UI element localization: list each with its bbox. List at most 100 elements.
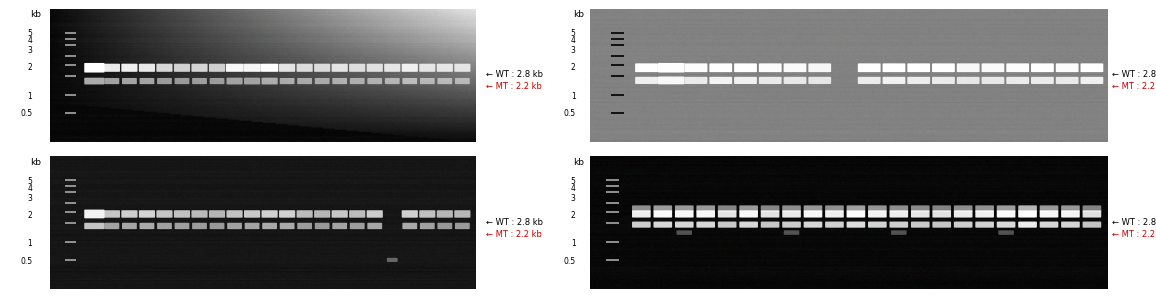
FancyBboxPatch shape: [734, 77, 757, 84]
FancyBboxPatch shape: [314, 64, 331, 72]
Bar: [65, 94, 76, 96]
FancyBboxPatch shape: [227, 78, 243, 84]
FancyBboxPatch shape: [157, 223, 172, 229]
FancyBboxPatch shape: [209, 78, 224, 84]
Bar: [65, 185, 76, 187]
FancyBboxPatch shape: [123, 223, 136, 229]
Text: ← MT : 2.2 kb: ← MT : 2.2 kb: [486, 82, 541, 91]
Text: 2: 2: [571, 63, 576, 72]
FancyBboxPatch shape: [366, 210, 383, 218]
FancyBboxPatch shape: [454, 210, 470, 218]
Bar: [606, 185, 620, 187]
FancyBboxPatch shape: [957, 63, 979, 72]
FancyBboxPatch shape: [192, 210, 208, 218]
FancyBboxPatch shape: [684, 77, 707, 84]
FancyBboxPatch shape: [696, 205, 716, 212]
Bar: [606, 191, 620, 193]
FancyBboxPatch shape: [156, 210, 172, 218]
Text: 3: 3: [571, 46, 576, 55]
FancyBboxPatch shape: [784, 63, 807, 72]
FancyBboxPatch shape: [825, 210, 844, 218]
FancyBboxPatch shape: [1039, 205, 1059, 212]
FancyBboxPatch shape: [907, 77, 931, 84]
FancyBboxPatch shape: [140, 223, 155, 229]
FancyBboxPatch shape: [437, 78, 452, 84]
FancyBboxPatch shape: [1031, 77, 1054, 84]
FancyBboxPatch shape: [332, 64, 348, 72]
FancyBboxPatch shape: [718, 210, 736, 218]
FancyBboxPatch shape: [740, 210, 758, 218]
Bar: [610, 75, 624, 77]
FancyBboxPatch shape: [825, 222, 844, 228]
FancyBboxPatch shape: [957, 77, 979, 84]
FancyBboxPatch shape: [139, 210, 155, 218]
FancyBboxPatch shape: [761, 222, 779, 228]
FancyBboxPatch shape: [933, 210, 951, 218]
FancyBboxPatch shape: [1081, 63, 1103, 72]
FancyBboxPatch shape: [173, 64, 190, 72]
Text: 1: 1: [28, 239, 32, 248]
FancyBboxPatch shape: [996, 205, 1015, 212]
FancyBboxPatch shape: [932, 63, 955, 72]
FancyBboxPatch shape: [996, 222, 1015, 228]
FancyBboxPatch shape: [858, 77, 881, 84]
FancyBboxPatch shape: [173, 210, 190, 218]
Text: 4: 4: [571, 184, 576, 193]
FancyBboxPatch shape: [1039, 222, 1059, 228]
Text: 3: 3: [571, 194, 576, 203]
FancyBboxPatch shape: [192, 64, 208, 72]
FancyBboxPatch shape: [635, 77, 658, 84]
Text: ← WT : 2.8 kb: ← WT : 2.8 kb: [1112, 70, 1156, 80]
FancyBboxPatch shape: [696, 222, 716, 228]
FancyBboxPatch shape: [104, 223, 119, 229]
FancyBboxPatch shape: [740, 222, 758, 228]
FancyBboxPatch shape: [420, 223, 435, 229]
FancyBboxPatch shape: [437, 223, 452, 229]
Text: 2: 2: [28, 211, 32, 220]
Bar: [610, 32, 624, 35]
Bar: [606, 211, 620, 213]
Bar: [606, 259, 620, 261]
FancyBboxPatch shape: [209, 210, 225, 218]
FancyBboxPatch shape: [632, 210, 651, 218]
FancyBboxPatch shape: [1039, 210, 1059, 218]
Text: 5: 5: [571, 177, 576, 186]
Text: 0.5: 0.5: [21, 109, 32, 118]
FancyBboxPatch shape: [1055, 77, 1079, 84]
FancyBboxPatch shape: [139, 64, 155, 72]
Bar: [65, 44, 76, 47]
FancyBboxPatch shape: [84, 210, 104, 218]
FancyBboxPatch shape: [846, 222, 865, 228]
FancyBboxPatch shape: [718, 222, 736, 228]
FancyBboxPatch shape: [784, 230, 799, 235]
FancyBboxPatch shape: [825, 205, 844, 212]
Text: kb: kb: [573, 10, 585, 19]
FancyBboxPatch shape: [1061, 205, 1080, 212]
FancyBboxPatch shape: [981, 63, 1005, 72]
FancyBboxPatch shape: [279, 210, 295, 218]
FancyBboxPatch shape: [420, 210, 436, 218]
FancyBboxPatch shape: [1031, 63, 1054, 72]
Text: kb: kb: [30, 158, 42, 167]
FancyBboxPatch shape: [999, 230, 1014, 235]
FancyBboxPatch shape: [104, 210, 120, 218]
FancyBboxPatch shape: [783, 205, 801, 212]
FancyBboxPatch shape: [140, 78, 155, 84]
FancyBboxPatch shape: [783, 222, 801, 228]
FancyBboxPatch shape: [225, 64, 243, 72]
FancyBboxPatch shape: [783, 210, 801, 218]
FancyBboxPatch shape: [454, 64, 470, 72]
FancyBboxPatch shape: [420, 64, 436, 72]
FancyBboxPatch shape: [784, 77, 807, 84]
Bar: [606, 202, 620, 204]
Text: 4: 4: [28, 36, 32, 46]
FancyBboxPatch shape: [718, 205, 736, 212]
Text: 2: 2: [571, 211, 576, 220]
Bar: [610, 55, 624, 57]
Text: 4: 4: [571, 36, 576, 46]
FancyBboxPatch shape: [954, 210, 972, 218]
Text: 1: 1: [571, 91, 576, 101]
FancyBboxPatch shape: [846, 210, 865, 218]
FancyBboxPatch shape: [808, 77, 831, 84]
Text: 5: 5: [28, 29, 32, 38]
